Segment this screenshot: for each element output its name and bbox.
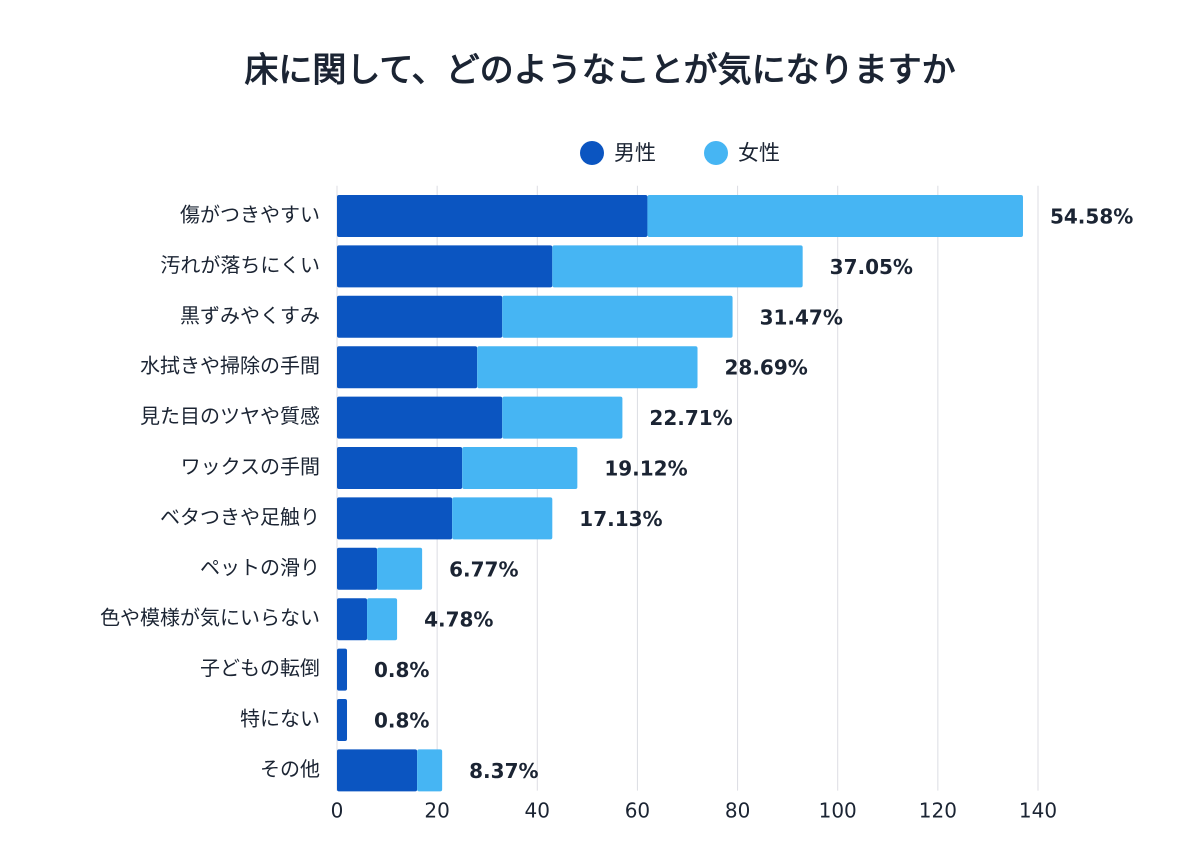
bar-segment xyxy=(367,598,398,641)
bar-segment xyxy=(477,346,698,389)
y-tick-label: ワックスの手間 xyxy=(181,455,320,479)
total-label: 6.77% xyxy=(449,557,518,581)
legend-marker xyxy=(704,141,728,165)
y-tick-label: 特にない xyxy=(240,707,320,731)
x-tick-label: 0 xyxy=(331,799,344,823)
bar-segment xyxy=(337,598,368,641)
bar-segment xyxy=(552,245,803,288)
x-tick-label: 120 xyxy=(919,799,957,823)
bar-segment xyxy=(452,497,553,540)
total-label: 28.69% xyxy=(725,356,808,380)
bar-segment xyxy=(337,749,418,792)
y-tick-label: 子どもの転倒 xyxy=(200,656,320,680)
y-tick-label: その他 xyxy=(260,757,320,781)
total-label: 4.78% xyxy=(424,608,493,632)
bar-segment xyxy=(377,547,423,590)
total-label: 0.8% xyxy=(374,709,429,733)
bar-segment xyxy=(337,195,648,237)
bar-segment xyxy=(337,648,348,691)
total-label: 37.05% xyxy=(830,255,913,279)
y-tick-label: ペットの滑り xyxy=(200,555,320,579)
x-tick-label: 100 xyxy=(819,799,857,823)
bar-segment xyxy=(337,547,378,590)
y-tick-label: 色や模様が気にいらない xyxy=(100,606,320,630)
bar-segment xyxy=(502,295,733,338)
bar-segment xyxy=(337,346,478,389)
total-label: 19.12% xyxy=(604,457,687,481)
total-label: 54.58% xyxy=(1050,205,1133,229)
y-tick-label: 水拭きや掃除の手間 xyxy=(140,354,320,378)
x-tick-label: 80 xyxy=(725,799,750,823)
y-tick-label: 見た目のツヤや質感 xyxy=(140,404,320,428)
bar-segment xyxy=(337,396,503,439)
bar-segment xyxy=(337,497,453,540)
legend-label: 女性 xyxy=(738,141,780,165)
x-tick-label: 40 xyxy=(525,799,550,823)
bar-segment xyxy=(337,447,463,489)
bar-segment xyxy=(462,447,578,489)
y-tick-label: ベタつきや足触り xyxy=(160,505,320,529)
x-tick-label: 140 xyxy=(1019,799,1057,823)
y-tick-label: 汚れが落ちにくい xyxy=(160,253,320,277)
total-label: 22.71% xyxy=(649,406,732,430)
total-label: 17.13% xyxy=(579,507,662,531)
x-tick-label: 20 xyxy=(424,799,449,823)
bar-segment xyxy=(647,195,1023,237)
total-label: 8.37% xyxy=(469,759,538,783)
bar-segment xyxy=(337,245,553,288)
y-tick-label: 傷がつきやすい xyxy=(180,203,320,227)
chart-title: 床に関して、どのようなことが気になりますか xyxy=(244,51,955,91)
x-tick-label: 60 xyxy=(625,799,650,823)
bar-segment xyxy=(337,699,348,741)
bar-segment xyxy=(417,749,443,792)
bar-segment xyxy=(502,396,623,439)
total-label: 0.8% xyxy=(374,658,429,682)
legend-label: 男性 xyxy=(614,141,656,165)
legend-marker xyxy=(580,141,604,165)
bar-segment xyxy=(337,295,503,338)
total-label: 31.47% xyxy=(760,305,843,329)
y-tick-label: 黒ずみやくすみ xyxy=(180,303,320,327)
